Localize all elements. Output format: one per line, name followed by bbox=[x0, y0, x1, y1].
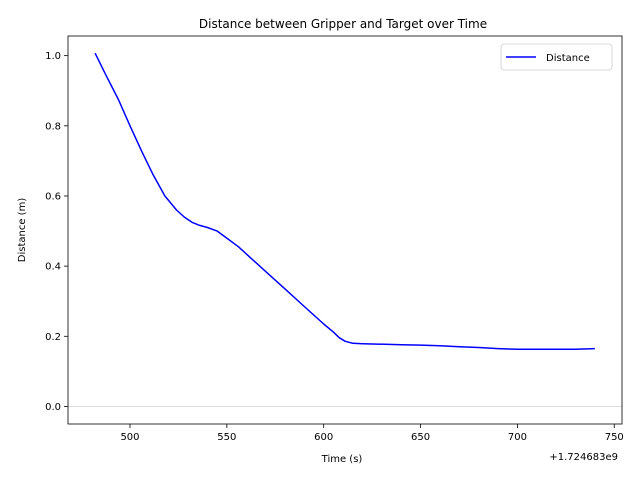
y-tick-label: 1.0 bbox=[45, 51, 61, 62]
y-tick-label: 0.6 bbox=[45, 191, 61, 202]
y-tick-label: 0.2 bbox=[45, 332, 61, 343]
y-axis-ticks: 0.0 0.2 0.4 0.6 0.8 1.0 bbox=[45, 51, 68, 413]
x-axis-label: Time (s) bbox=[321, 454, 363, 465]
legend-box bbox=[500, 43, 613, 71]
x-tick-label: 600 bbox=[314, 432, 333, 443]
y-tick-label: 0.0 bbox=[45, 402, 61, 413]
plot-area bbox=[68, 36, 622, 424]
legend-label-distance: Distance bbox=[546, 53, 590, 64]
x-tick-label: 700 bbox=[508, 432, 527, 443]
y-tick-label: 0.8 bbox=[45, 121, 61, 132]
x-axis-ticks: 500 550 600 650 700 750 bbox=[120, 424, 624, 443]
x-tick-label: 550 bbox=[217, 432, 236, 443]
x-tick-label: 500 bbox=[120, 432, 139, 443]
y-axis-label: Distance (m) bbox=[17, 198, 28, 263]
plot-frame bbox=[67, 35, 623, 425]
x-tick-label: 650 bbox=[411, 432, 430, 443]
series-line-distance bbox=[94, 52, 595, 351]
x-tick-label: 750 bbox=[605, 432, 624, 443]
y-tick-label: 0.4 bbox=[45, 262, 61, 273]
legend: Distance bbox=[500, 43, 613, 71]
x-axis-offset-label: +1.724683e9 bbox=[549, 452, 618, 463]
chart-title: Distance between Gripper and Target over… bbox=[199, 17, 487, 31]
